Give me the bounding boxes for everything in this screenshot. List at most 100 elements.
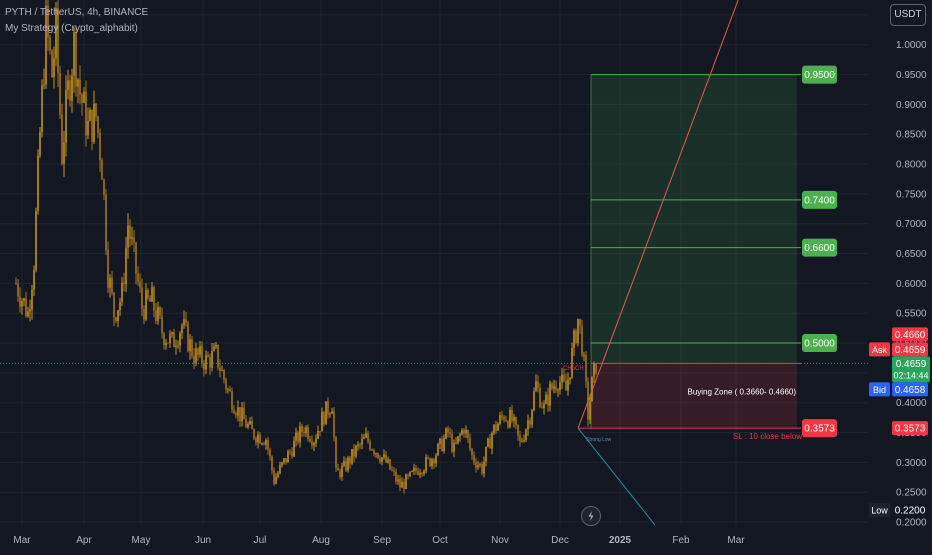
candle-body <box>185 319 187 323</box>
candle-body <box>79 79 81 95</box>
candle-body <box>177 345 179 347</box>
candle-body <box>341 465 343 477</box>
candle-body <box>465 430 467 434</box>
candle-body <box>331 411 333 414</box>
candle-body <box>47 5 49 38</box>
candle-body <box>113 292 115 318</box>
candle-body <box>69 80 71 101</box>
candle-body <box>423 470 425 474</box>
candle-body <box>543 403 545 408</box>
candle-body <box>339 470 341 477</box>
candle-body <box>367 433 369 442</box>
bid-price-tag-prefix-box <box>869 382 890 397</box>
candle-body <box>281 462 283 466</box>
stop-loss-note: SL : 10 close below <box>733 432 802 441</box>
candle-body <box>239 407 241 422</box>
target-label-box <box>802 190 837 209</box>
y-tick-label: 0.6000 <box>896 279 927 290</box>
candle-body <box>321 412 323 432</box>
profit-zone <box>591 74 797 364</box>
candle-body <box>457 436 459 443</box>
candle-body <box>515 417 517 425</box>
candle-body <box>249 420 251 425</box>
candle-body <box>299 426 301 443</box>
candle-body <box>287 451 289 463</box>
ask-price-tag: 0.4659 <box>895 345 926 356</box>
candle-body <box>215 344 217 347</box>
candle-body <box>507 421 509 428</box>
candle-body <box>313 443 315 446</box>
y-tick-label: 0.9500 <box>896 70 927 81</box>
candle-body <box>387 459 389 463</box>
candle-body <box>119 301 121 311</box>
candle-body <box>319 430 321 432</box>
candle-body <box>359 444 361 446</box>
candle-body <box>585 355 587 382</box>
sl-price-tag-box <box>892 421 928 436</box>
candle-body <box>509 409 511 428</box>
candle-body <box>125 247 127 285</box>
candle-body <box>19 296 21 307</box>
candle-body <box>301 426 303 432</box>
x-tick-label: Apr <box>76 535 92 546</box>
candle-body <box>231 391 233 410</box>
candle-body <box>155 310 157 322</box>
candle-body <box>415 467 417 472</box>
candle-body <box>153 287 155 311</box>
candle-body <box>501 415 503 417</box>
candle-body <box>233 409 235 414</box>
candle-body <box>433 459 435 464</box>
candle-body <box>65 90 67 143</box>
x-tick-label: Sep <box>373 535 391 546</box>
target-label: 0.7400 <box>804 195 835 206</box>
candle-body <box>285 458 287 463</box>
candle-body <box>481 464 483 474</box>
low-price-tag-box <box>892 503 928 518</box>
candle-body <box>383 454 385 458</box>
candle-body <box>63 142 65 164</box>
y-tick-label: 0.4000 <box>896 398 927 409</box>
currency-button[interactable]: USDT <box>890 4 926 26</box>
candle-body <box>229 389 231 392</box>
strategy-label[interactable]: My Strategy (Crypto_alphabit) <box>5 23 138 34</box>
candle-body <box>169 334 171 343</box>
candle-body <box>557 390 559 392</box>
candle-body <box>495 424 497 431</box>
candle-body <box>581 325 583 356</box>
candle-body <box>171 332 173 335</box>
candle-body <box>537 381 539 388</box>
candle-body <box>373 450 375 454</box>
candle-body <box>265 440 267 445</box>
candle-body <box>447 428 449 433</box>
buying-zone-label: Buying Zone ( 0.3660- 0.4660) <box>687 388 796 397</box>
candle-body <box>437 444 439 456</box>
candle-body <box>131 237 133 239</box>
candle-body <box>85 91 87 136</box>
clock-icon[interactable] <box>581 506 601 526</box>
candle-body <box>259 434 261 444</box>
candle-body <box>471 448 473 456</box>
candle-body <box>345 461 347 471</box>
y-tick-label: 0.2000 <box>896 518 927 529</box>
candle-body <box>533 391 535 411</box>
candle-body <box>403 481 405 489</box>
candle-body <box>105 194 107 250</box>
candle-body <box>101 160 103 180</box>
candle-body <box>279 465 281 474</box>
candle-body <box>175 346 177 347</box>
bid-price-tag-box <box>892 382 928 397</box>
candle-body <box>251 420 253 430</box>
candle-body <box>399 479 401 488</box>
candle-body <box>519 435 521 442</box>
candle-body <box>569 377 571 380</box>
candle-body <box>147 290 149 299</box>
x-tick-label: Aug <box>312 535 330 546</box>
candle-body <box>241 407 243 422</box>
candle-body <box>377 453 379 459</box>
candle-body <box>369 441 371 450</box>
candle-body <box>245 419 247 428</box>
candle-body <box>219 367 221 371</box>
candle-body <box>549 383 551 406</box>
